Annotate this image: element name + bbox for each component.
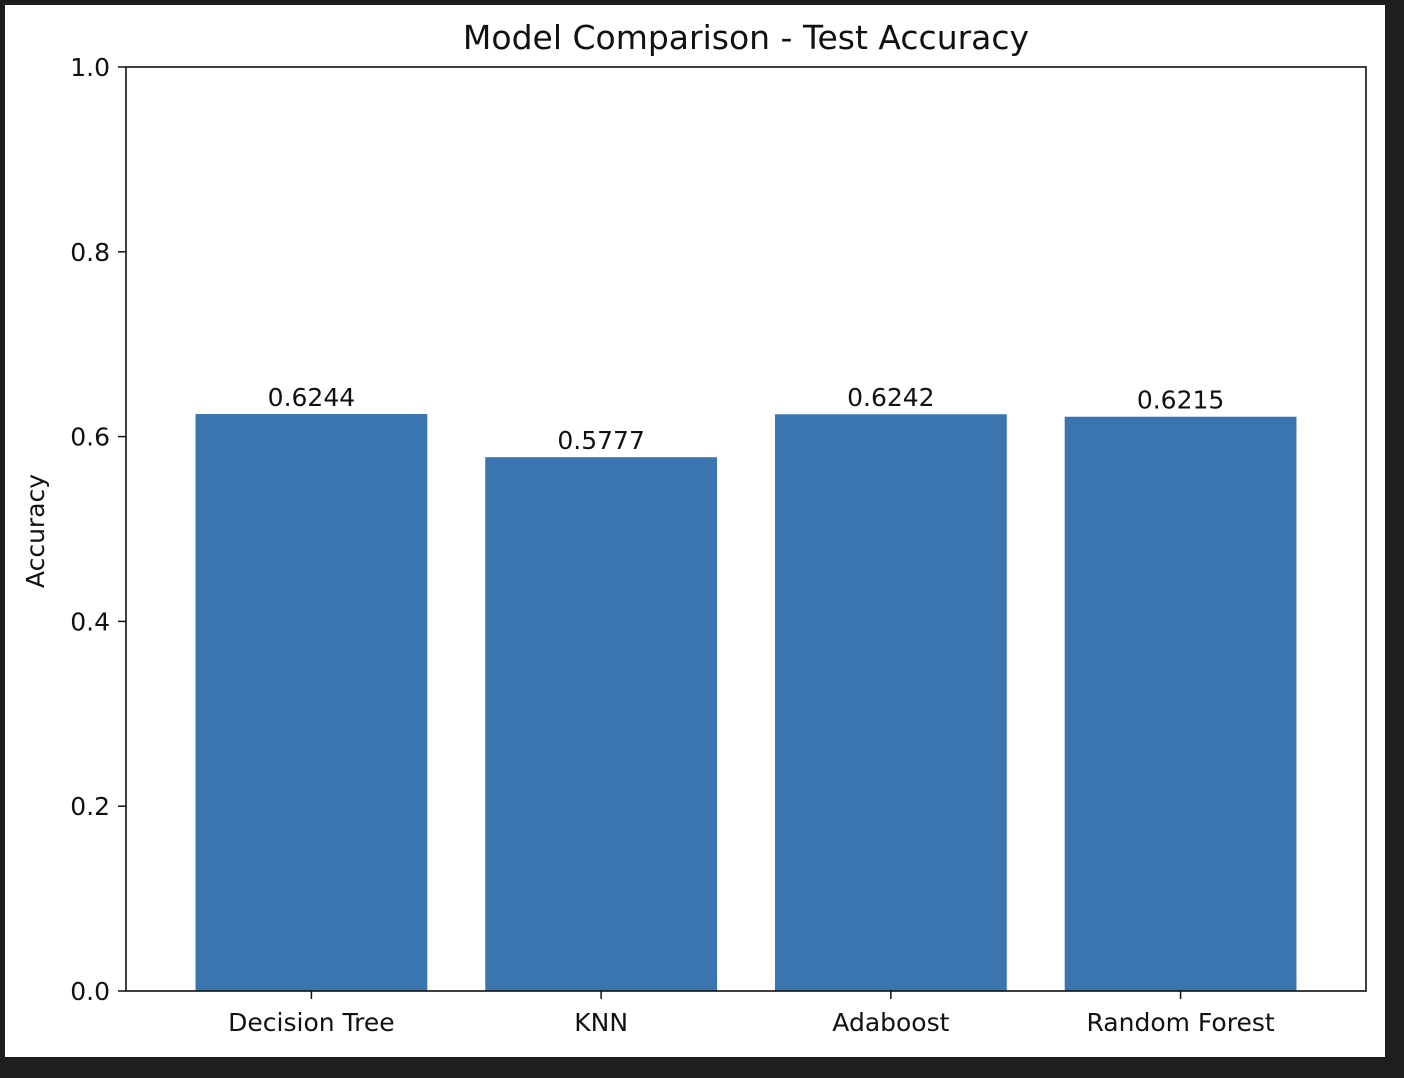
bar-decision-tree xyxy=(195,414,428,991)
bar-random-forest xyxy=(1064,416,1297,992)
x-tick-label: KNN xyxy=(574,1008,628,1037)
x-tick-label: Random Forest xyxy=(1086,1008,1274,1037)
y-tick-label: 0.0 xyxy=(70,977,110,1006)
x-tick-label: Adaboost xyxy=(832,1008,949,1037)
x-tick-label: Decision Tree xyxy=(228,1008,394,1037)
y-tick-label: 0.2 xyxy=(70,792,110,821)
y-tick-label: 1.0 xyxy=(70,53,110,82)
y-tick-label: 0.8 xyxy=(70,238,110,267)
bar-chart: Model Comparison - Test Accuracy Accurac… xyxy=(21,18,1367,1037)
plot-area: 0.6244 Decision Tree 0.5777 KNN 0.6242 Adaboo… xyxy=(70,53,1367,1037)
chart-figure: Model Comparison - Test Accuracy Accurac… xyxy=(5,5,1385,1057)
bar-knn xyxy=(485,457,718,992)
y-tick-label: 0.4 xyxy=(70,607,110,636)
y-tick-label: 0.6 xyxy=(70,423,110,452)
bar-value-label: 0.6242 xyxy=(847,383,934,412)
bar-adaboost xyxy=(774,414,1007,991)
bar-value-label: 0.5777 xyxy=(557,426,644,455)
bar-value-label: 0.6244 xyxy=(268,383,355,412)
chart-title: Model Comparison - Test Accuracy xyxy=(463,18,1029,57)
y-axis-label: Accuracy xyxy=(21,474,50,588)
bar-value-label: 0.6215 xyxy=(1137,386,1224,415)
plot-frame xyxy=(125,66,1367,992)
